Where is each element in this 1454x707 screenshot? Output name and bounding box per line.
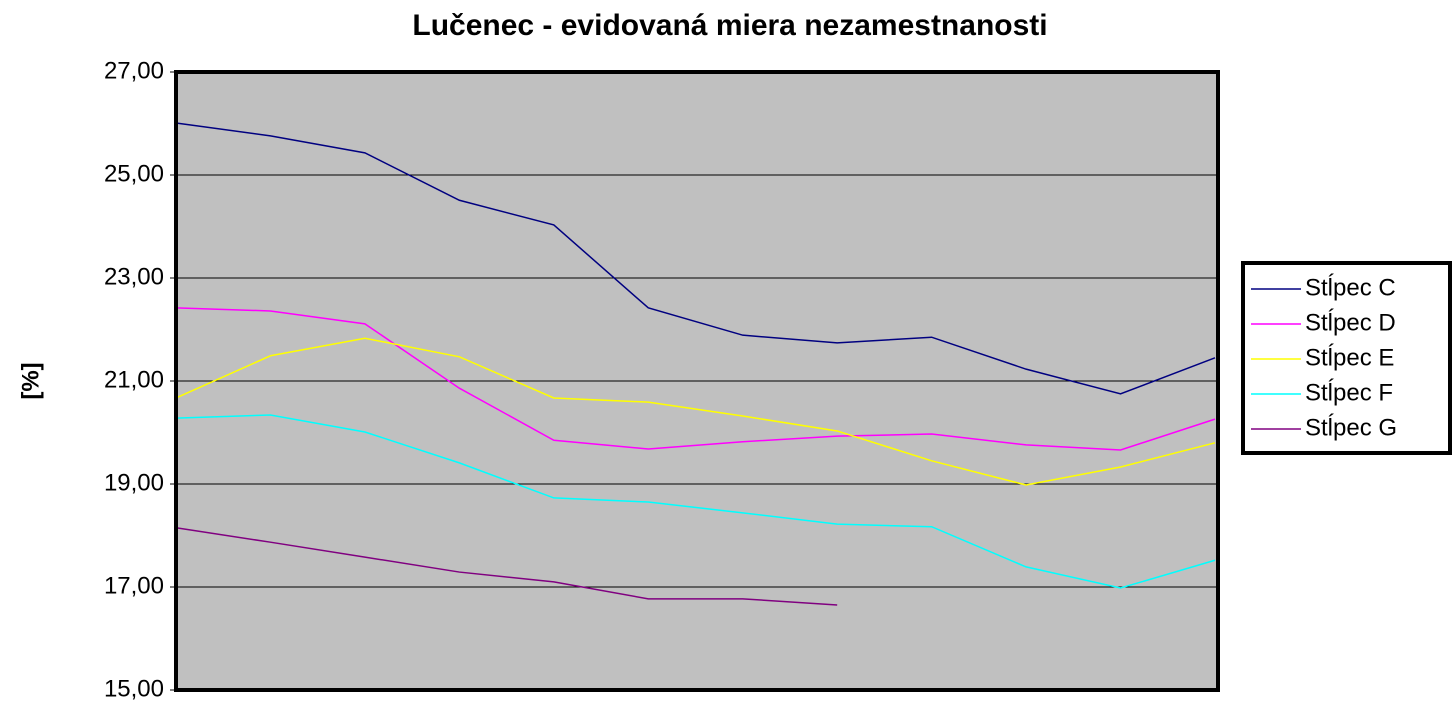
legend-label: Stĺpec F xyxy=(1305,378,1393,406)
plot-border xyxy=(174,70,1220,692)
legend-label: Stĺpec E xyxy=(1305,343,1394,371)
series-line xyxy=(175,307,1216,451)
series-line xyxy=(175,337,1216,486)
y-tick-label: 27,00 xyxy=(104,57,164,84)
y-tick-label: 17,00 xyxy=(104,572,164,599)
legend-label: Stĺpec D xyxy=(1305,308,1396,336)
legend-box xyxy=(1241,261,1452,455)
y-tick-label: 23,00 xyxy=(104,263,164,290)
series-line xyxy=(175,414,1216,589)
y-tick-label: 21,00 xyxy=(104,366,164,393)
y-tick-label: 15,00 xyxy=(104,675,164,702)
legend-label: Stĺpec C xyxy=(1305,273,1396,301)
y-axis-label: [%] xyxy=(17,362,44,399)
chart-title: Lučenec - evidovaná miera nezamestnanost… xyxy=(412,9,1047,42)
series-line xyxy=(175,122,1216,395)
series-line xyxy=(175,527,838,606)
y-tick-label: 19,00 xyxy=(104,469,164,496)
legend-label: Stĺpec G xyxy=(1305,413,1397,441)
y-tick-label: 25,00 xyxy=(104,160,164,187)
